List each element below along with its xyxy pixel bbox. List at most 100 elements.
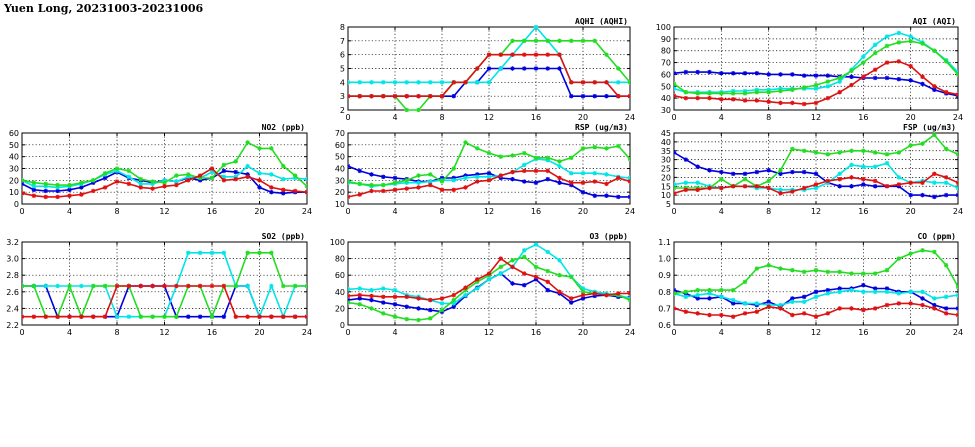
data-point: [932, 132, 937, 137]
data-point: [126, 174, 132, 179]
data-point: [884, 160, 890, 166]
data-point: [392, 287, 398, 293]
x-tick-label: 24: [625, 207, 635, 216]
data-point: [801, 101, 807, 107]
data-point: [683, 294, 689, 299]
data-point: [778, 191, 783, 196]
data-point: [754, 71, 760, 76]
data-point: [126, 168, 132, 174]
chart-title: RSP (ug/m3): [575, 123, 628, 132]
data-point: [557, 273, 562, 278]
chart-title: AQI (AQI): [913, 17, 956, 26]
data-point: [955, 312, 958, 318]
data-point: [872, 75, 878, 81]
data-point: [404, 178, 409, 183]
x-tick-label: 0: [671, 328, 676, 337]
data-point: [695, 95, 700, 101]
data-point: [221, 314, 227, 319]
data-point: [872, 42, 878, 47]
data-point: [55, 314, 60, 319]
data-point: [292, 173, 298, 178]
y-tick-label: 20: [335, 188, 345, 197]
data-point: [498, 271, 503, 276]
data-point: [932, 84, 937, 89]
chart-o3: 0 4 8 12 16 20 24 0 20 40 60 80 100 O3 (ppb): [330, 232, 635, 337]
data-point: [186, 250, 191, 255]
data-point: [943, 294, 949, 299]
data-point: [849, 162, 854, 168]
y-tick-label: 60: [661, 70, 671, 79]
data-point: [872, 184, 878, 189]
data-point: [766, 72, 771, 77]
data-point: [162, 283, 167, 289]
data-point: [475, 179, 480, 184]
x-tick-label: 8: [439, 113, 444, 122]
y-tick-label: 30: [661, 106, 671, 115]
y-tick-label: 4: [340, 78, 345, 87]
data-point: [522, 150, 527, 156]
data-point: [357, 181, 362, 187]
y-tick-label: 10: [661, 191, 671, 200]
data-point: [292, 314, 298, 319]
data-point: [174, 182, 179, 188]
data-point: [569, 38, 574, 44]
data-point: [719, 176, 724, 182]
data-point: [955, 92, 958, 97]
data-point: [955, 185, 958, 191]
data-point: [616, 194, 621, 200]
data-point: [369, 293, 374, 299]
data-point: [943, 180, 949, 185]
data-point: [162, 184, 167, 189]
data-point: [778, 171, 783, 177]
data-point: [463, 287, 468, 293]
data-point: [872, 306, 878, 311]
data-point: [801, 299, 807, 304]
data-point: [616, 93, 621, 99]
data-point: [369, 306, 374, 311]
data-point: [281, 314, 286, 319]
data-point: [22, 178, 25, 183]
x-tick-label: 20: [906, 207, 916, 216]
data-point: [269, 172, 274, 177]
data-point: [766, 99, 771, 104]
y-tick-label: 45: [661, 129, 671, 138]
data-point: [475, 146, 480, 151]
data-point: [381, 182, 386, 188]
data-point: [695, 187, 700, 192]
data-point: [849, 184, 854, 189]
data-point: [114, 179, 120, 184]
data-point: [920, 81, 925, 87]
data-point: [292, 175, 298, 181]
data-point: [486, 150, 492, 156]
y-tick-label: 80: [335, 255, 345, 264]
chart-aqhi: 0 4 8 12 16 20 24 2 3 4 5 6 7 8 AQHI (AQHI): [340, 17, 635, 122]
data-point: [150, 186, 155, 191]
data-point: [451, 297, 456, 303]
data-point: [545, 52, 550, 57]
data-point: [451, 301, 456, 306]
data-point: [126, 181, 132, 187]
data-point: [55, 188, 60, 194]
data-point: [174, 283, 179, 289]
data-point: [790, 146, 795, 152]
x-tick-label: 12: [811, 207, 821, 216]
data-point: [943, 192, 949, 198]
data-point: [908, 34, 913, 39]
data-point: [707, 312, 712, 318]
x-tick-label: 0: [671, 207, 676, 216]
data-point: [742, 98, 748, 103]
data-point: [451, 178, 456, 183]
x-tick-label: 16: [207, 328, 217, 337]
data-point: [861, 182, 866, 187]
data-point: [719, 97, 724, 102]
series-3: [22, 166, 307, 200]
data-point: [348, 287, 351, 292]
x-tick-label: 4: [67, 328, 72, 337]
chart-title: NO2 (ppb): [262, 123, 305, 132]
data-point: [174, 179, 179, 184]
data-point: [486, 178, 492, 183]
data-point: [592, 193, 597, 198]
data-point: [695, 296, 700, 301]
data-point: [813, 150, 819, 155]
data-point: [369, 172, 374, 177]
